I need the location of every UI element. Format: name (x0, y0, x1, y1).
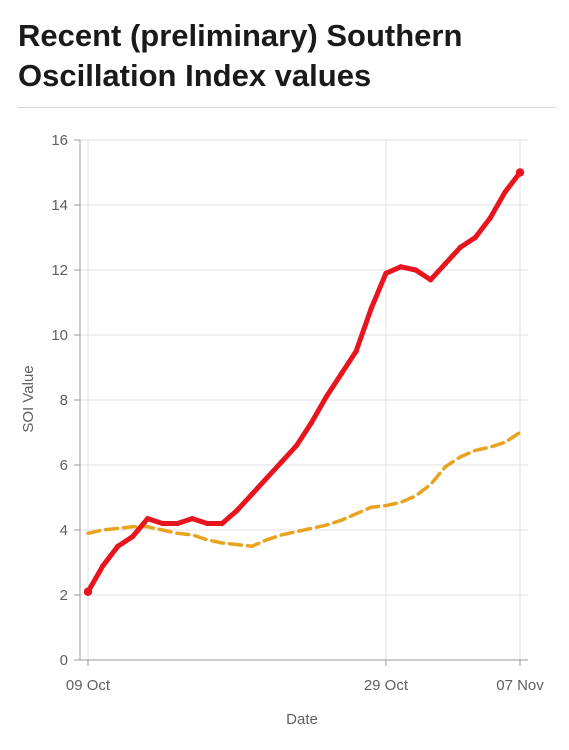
series-daily-point (249, 491, 255, 497)
series-daily-point (234, 507, 240, 514)
y-tick-label: 0 (60, 652, 68, 669)
series-daily-point (83, 587, 93, 596)
series-daily-point (398, 264, 404, 270)
series-daily-point (383, 270, 389, 276)
x-tick-label: 09 Oct (66, 677, 111, 694)
y-tick-label: 14 (51, 197, 68, 214)
series-daily-point (293, 442, 300, 449)
series-daily-point (338, 371, 344, 377)
series-daily-point (428, 277, 434, 283)
y-axis-title: SOI Value (20, 365, 37, 432)
title-divider (18, 107, 556, 108)
series-daily-point (457, 244, 464, 250)
series-daily-point (413, 267, 419, 273)
y-tick-label: 4 (60, 522, 68, 539)
series-daily-point (353, 348, 359, 354)
series-daily-point (487, 215, 493, 221)
series-daily-point (442, 260, 449, 267)
grid-layer (80, 139, 528, 661)
series-daily-point (472, 234, 478, 241)
y-tick-label: 6 (60, 457, 68, 474)
y-tick-label: 12 (51, 262, 68, 279)
x-tick-label: 29 Oct (364, 677, 409, 694)
series-daily-point (308, 420, 315, 426)
series-daily-point (189, 516, 195, 522)
series-daily-point (264, 475, 270, 481)
series-daily-point (279, 459, 285, 465)
series-daily-point (115, 543, 121, 549)
series-line-trend (86, 430, 522, 549)
label-layer: 0 2 4 6 8 10 12 14 16 09 Oct 29 Oct 07 Nov (51, 132, 544, 694)
y-tick-label: 2 (60, 587, 68, 604)
y-tick-label: 8 (60, 392, 68, 409)
series-daily-point (144, 516, 151, 522)
series-daily-point (219, 520, 225, 527)
series-daily-point (515, 168, 525, 177)
series-daily-point (368, 306, 374, 312)
series-daily-point (159, 520, 166, 527)
series-daily-point (204, 520, 210, 527)
series-layer (83, 168, 525, 596)
series-daily-point (502, 189, 508, 195)
chart-title: Recent (preliminary) Southern Oscillatio… (18, 18, 463, 93)
series-daily-point (100, 563, 106, 569)
x-tick-label: 07 Nov (496, 677, 544, 694)
series-daily-point (130, 533, 136, 540)
x-axis-title: Date (286, 711, 318, 728)
series-daily-point (323, 394, 329, 400)
series-daily-point (174, 520, 180, 527)
axis-layer (74, 139, 528, 666)
y-tick-label: 16 (51, 132, 68, 149)
y-tick-label: 10 (51, 327, 68, 344)
